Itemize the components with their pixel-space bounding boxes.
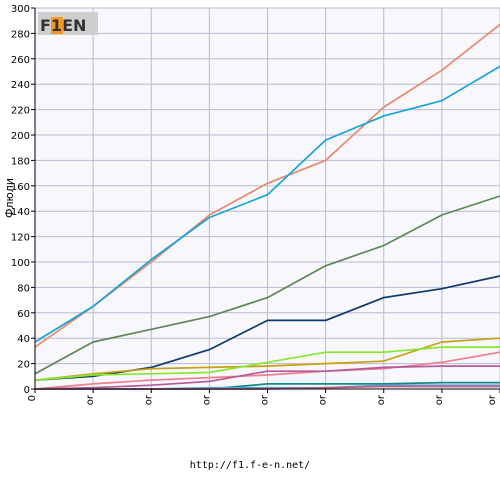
- y-tick-label-11: 220: [11, 106, 30, 117]
- series-line-3: [34, 275, 500, 381]
- y-tick-label-0: 0: [24, 385, 30, 396]
- series-line-2: [34, 195, 500, 375]
- y-tick-label-3: 60: [17, 309, 30, 320]
- x-tick-label-8: or: [487, 394, 498, 405]
- y-tick-label-12: 240: [11, 80, 30, 91]
- y-tick-label-10: 200: [11, 131, 30, 142]
- y-tick-label-2: 40: [17, 334, 30, 345]
- x-tick-labels: 0 or or or or or or or or: [27, 389, 500, 405]
- y-tick-label-1: 20: [17, 360, 30, 371]
- footer-url: http://f1.f-e-n.net/: [190, 460, 310, 471]
- y-tick-labels: 0 20 40 60 80 100 120 140 160 180 200 220 240 260 280 3…: [11, 4, 35, 396]
- x-tick-label-5: or: [318, 394, 329, 405]
- series-line-1: [34, 65, 500, 343]
- y-tick-label-13: 260: [11, 55, 30, 66]
- x-tick-label-3: or: [201, 394, 212, 405]
- series-line-6: [34, 351, 500, 390]
- series-line-5: [34, 346, 500, 381]
- x-tick-label-0: 0: [27, 395, 38, 401]
- y-tick-label-6: 120: [11, 233, 30, 244]
- logo-accent: [51, 17, 63, 34]
- x-tick-label-2: or: [143, 394, 154, 405]
- y-tick-label-15: 300: [11, 4, 30, 15]
- y-tick-label-14: 280: [11, 29, 30, 40]
- y-tick-label-7: 140: [11, 207, 30, 218]
- x-tick-label-6: or: [376, 394, 387, 405]
- y-tick-label-8: 160: [11, 182, 30, 193]
- series-lines: [34, 23, 500, 390]
- f1en-logo: F1EN: [38, 12, 98, 35]
- y-axis-title: Флюли: [3, 178, 16, 218]
- y-tick-label-4: 80: [17, 283, 30, 294]
- x-tick-label-7: or: [434, 394, 445, 405]
- x-tick-label-1: or: [85, 394, 96, 405]
- y-tick-label-5: 100: [11, 258, 30, 269]
- logo-text: F1EN: [40, 16, 86, 35]
- x-tick-label-4: or: [260, 394, 271, 405]
- series-line-7: [34, 365, 500, 390]
- y-tick-label-9: 180: [11, 156, 30, 167]
